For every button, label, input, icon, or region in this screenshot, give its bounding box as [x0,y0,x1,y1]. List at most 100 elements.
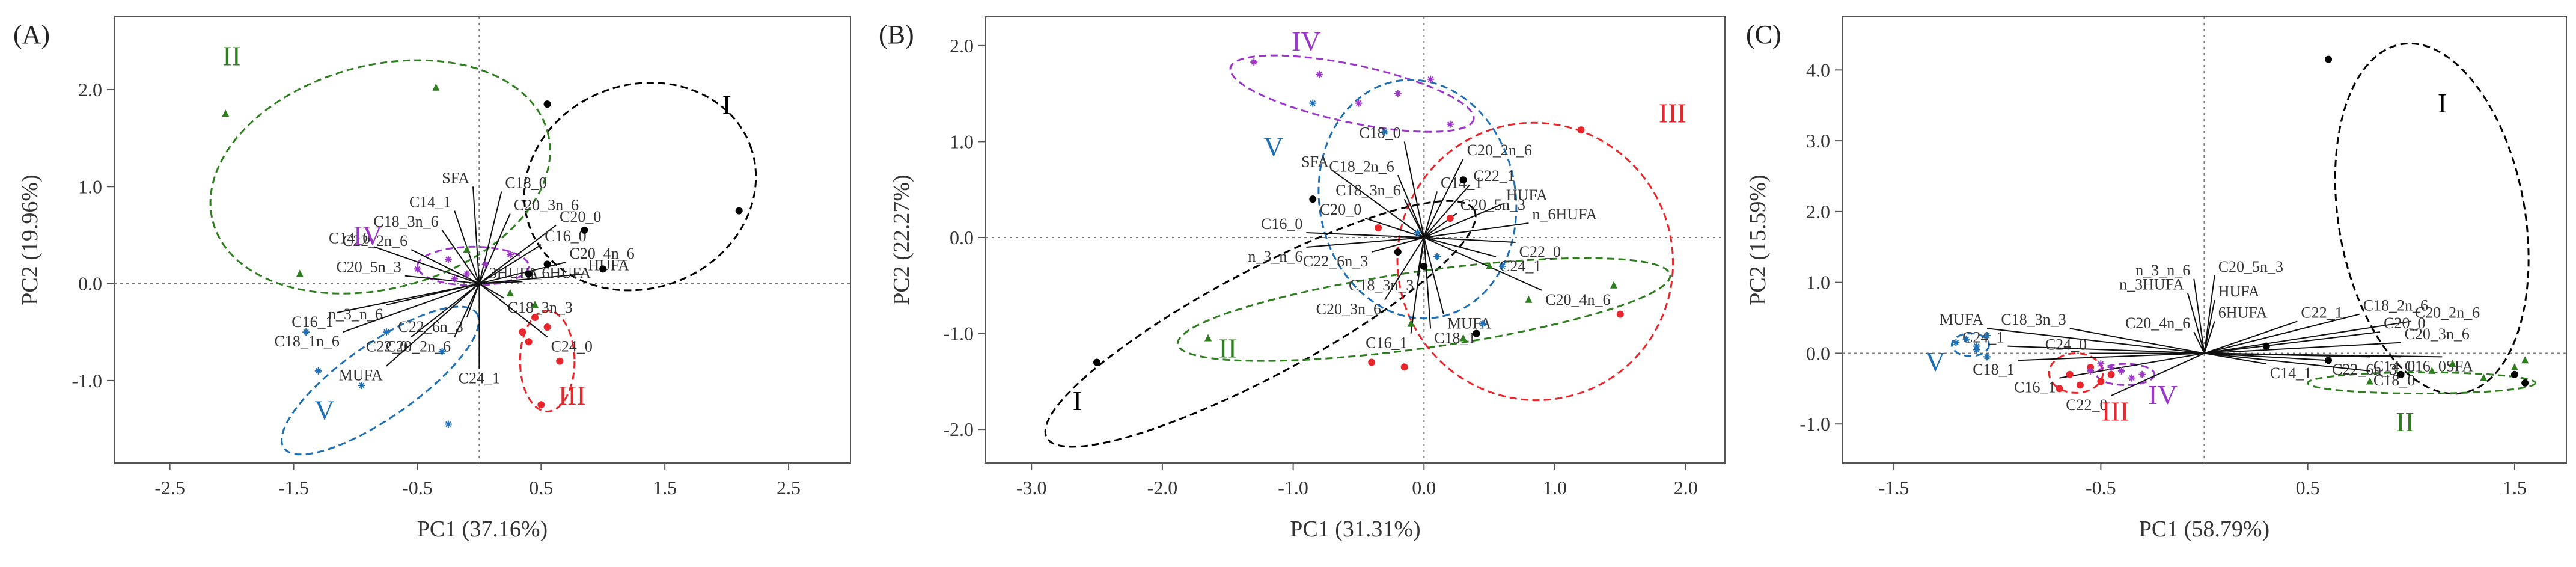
panel-2-loading-label: C24_0 [2045,336,2087,353]
panel-0-loading-arrow [472,186,480,284]
panel-2-group-label-ii: II [2396,406,2414,437]
panel-2-point-group-i [2325,55,2333,63]
panel-1-point-group-iv [1316,70,1323,78]
panel-0-loading-arrow [343,283,480,333]
panel-0-point-group-ii [463,245,471,253]
panel-2-point-group-i [2325,357,2333,364]
panel-2-loading-arrow [2007,345,2205,354]
panel-2-point-group-i [2510,370,2518,378]
panel-0-loading-label: C24_0 [551,337,593,355]
panel-2-ellipse-i [2334,42,2530,395]
panel-2-point-group-iv [2128,374,2135,382]
panel-1-point-group-iv [1446,120,1454,128]
panel-0-xtick-label: 0.5 [529,477,553,498]
panel-2-point-group-iv [2117,367,2125,375]
panel-0-loading-arrow [479,262,566,284]
panel-0-loading-label: n_6HUFA [526,264,591,281]
panel-2-point-group-i [2262,342,2270,350]
panel-1-ellipse-v [1317,79,1518,320]
panel-1-loading-arrow [1410,237,1425,334]
panel-0-group-label-i: I [722,89,731,120]
panel-0-point-group-iii [556,357,564,365]
panel-2-loading-arrow [2204,342,2401,354]
panel-1-ytick-label: -2.0 [943,418,974,440]
panel-2-xtick-label: 0.5 [2296,477,2320,498]
panel-2-ytick-label: -1.0 [1799,413,1830,435]
panel-2-point-group-iv [2087,367,2095,375]
panel-2-loading-arrow [2204,352,2370,372]
panel-0-point-group-v [302,328,310,336]
panel-0-loading-label: C22_0 [366,337,407,355]
panel-2-loading-label: n_3HUFA [2119,275,2184,293]
panel-0-point-group-v [444,420,452,428]
panel-0-point-group-ii [296,269,304,277]
panel-2-point-group-iv [2107,364,2115,371]
panel-1-point-group-ii [1525,295,1533,303]
panel-0-loading-arrow [478,283,505,299]
panel-0-point-group-iii [537,401,545,409]
panel-0-loading-label: C20_5n_3 [336,259,401,276]
panel-0-x-axis-title: PC1 (37.16%) [417,516,548,542]
panel-2-loading-label: C20_0 [2384,314,2425,332]
panel-1-loading-arrow [1424,222,1529,239]
panel-0-loading-arrow [454,283,480,337]
panel-0-point-group-ii [506,289,514,296]
panel-2-ytick-label: 1.0 [1806,272,1830,293]
panel-0-loading-label: C16_1 [291,313,333,331]
panel-c: (C) -1.5 -0.5 0.5 1.5 -1.0 0.0 1.0 2.0 3.0 4.0 PC1… [1745,16,2567,542]
panel-2-x-axis-title: PC1 (58.79%) [2139,516,2269,542]
panel-0-loading-arrow [441,230,480,284]
panel-1-point-group-i [1420,262,1428,270]
panel-2-ytick-label: 4.0 [1806,59,1830,81]
panel-0-loading-label: C14_1 [409,194,451,211]
panel-2-loading-arrow [2204,331,2381,354]
panel-1-xtick-label: -1.0 [1278,477,1308,498]
panel-2-point-group-iii [2076,381,2084,389]
panel-0-xtick-label: -2.5 [154,477,185,498]
panel-a: (A) -2.5 -1.5 -0.5 0.5 1.5 2.5 -1.0 0.0 1.0 2.0 PC… [13,16,851,542]
panel-1-loading-arrow [1423,237,1432,329]
panel-2-point-group-i [2397,370,2405,378]
panel-1-plot-frame [985,16,1726,464]
panel-0-loading-arrow [478,213,511,284]
panel-1-loading-label: C18_3n_3 [1349,277,1414,294]
panel-1-group-label-iv: IV [1292,26,1321,57]
panel-2-loading-label: 6HUFA [2218,304,2268,321]
panel-1-ellipse-iv [1229,54,1475,133]
panel-1-point-group-iii [1375,224,1382,232]
panel-2-loading-arrow [2204,352,2443,358]
panel-1-group-label-v: V [1263,131,1283,162]
panel-0-xtick-label: 2.5 [777,477,801,498]
panel-1-point-group-iii [1446,215,1454,222]
panel-c-label: (C) [1746,20,1781,49]
panel-1-point-group-i [1459,176,1467,184]
panel-0-loading-label: C20_0 [560,208,601,225]
panel-2-point-group-v [1973,346,1980,354]
panel-0-point-group-v [438,348,446,355]
panel-0-loading-label: C20_4n_6 [569,245,634,262]
panel-0-loading-arrow [478,225,557,284]
panel-0-point-group-i [599,265,607,273]
panel-1-ytick-label: -1.0 [943,323,974,345]
panel-2-loading-arrow [2203,299,2215,354]
panel-2-point-group-iii [2107,370,2115,378]
panel-1-loading-label: C16_0 [1261,215,1302,233]
panel-1-point-group-i [1394,248,1402,256]
panel-2-loading-arrow [2111,352,2205,397]
panel-1-loading-label: C24_1 [1500,257,1541,275]
panel-1-point-group-ii [1486,262,1494,269]
panel-2-loading-label: n_3_n_6 [2135,262,2190,279]
panel-1-group-label-i: I [1073,385,1082,416]
panel-1-loading-label: C20_0 [1320,201,1361,218]
panel-2-loading-label: C20_2n_6 [2415,304,2480,321]
panel-2-point-group-ii [2366,377,2373,385]
panel-0-group-label-iii: III [558,380,586,411]
panel-2-ytick-label: 2.0 [1806,201,1830,222]
panel-2-ellipse-iii [2048,352,2104,394]
panel-2-point-group-iii [2056,385,2063,393]
panel-2-loading-label: C24_1 [1962,329,2004,346]
panel-2-group-label-iii: III [2101,396,2129,426]
panel-1-loading-label: C20_2n_6 [1467,141,1532,159]
panel-1-loading-arrow [1423,237,1542,291]
